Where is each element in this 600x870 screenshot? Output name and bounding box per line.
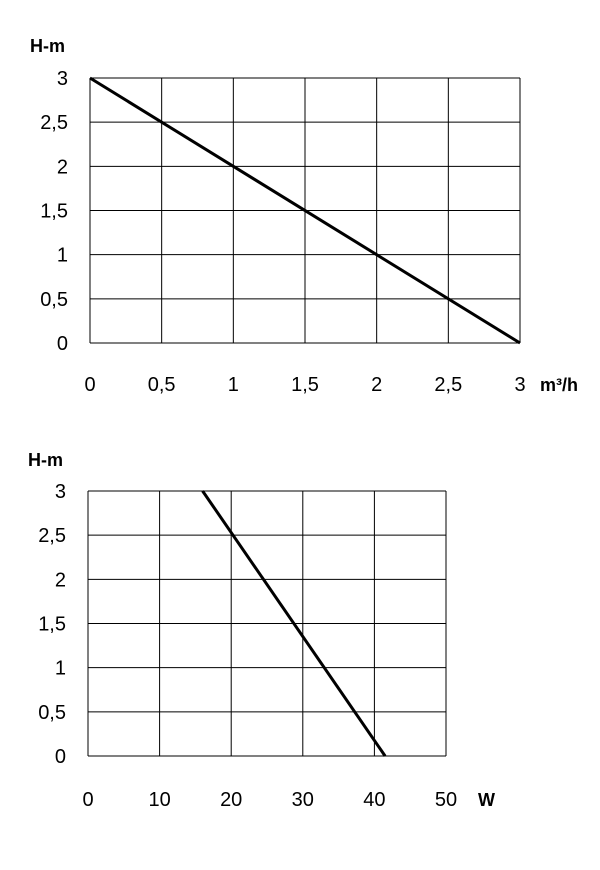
series-line	[89, 76, 521, 345]
x-tick-label: 30	[292, 789, 314, 811]
x-tick-label: 20	[220, 789, 242, 811]
x-tick-label: 0,5	[148, 374, 176, 396]
x-axis-label: m³/h	[540, 375, 578, 395]
grid	[89, 77, 521, 344]
x-tick-label: 3	[514, 374, 525, 396]
x-tick-label: 0	[82, 789, 93, 811]
y-tick-label: 2,5	[40, 112, 68, 134]
x-tick-label: 2	[371, 374, 382, 396]
x-tick-label: 10	[148, 789, 170, 811]
x-tick-label: 2,5	[434, 374, 462, 396]
x-tick-label: 0	[84, 374, 95, 396]
head-vs-flow-chart: 0 0,5 1 1,5 2 2,5 3 0 0,5 1 1,5 2 2,5 3 H-m m³/h	[30, 36, 578, 396]
y-axis-label: H-m	[30, 36, 65, 56]
x-tick-label: 1	[228, 374, 239, 396]
x-tick-label: 40	[363, 789, 385, 811]
y-axis-label: H-m	[28, 450, 63, 470]
y-tick-label: 0,5	[38, 702, 66, 724]
y-tick-label: 2	[55, 569, 66, 591]
x-tick-label: 1,5	[291, 374, 319, 396]
y-tick-label: 0	[57, 333, 68, 355]
y-tick-label: 3	[55, 481, 66, 503]
y-tick-label: 1	[55, 658, 66, 680]
grid	[87, 490, 447, 757]
series-line	[201, 490, 387, 757]
y-tick-label: 1	[57, 245, 68, 267]
y-tick-label: 1,5	[38, 614, 66, 636]
x-tick-label: 50	[435, 789, 457, 811]
y-tick-label: 2	[57, 156, 68, 178]
y-tick-label: 1,5	[40, 201, 68, 223]
y-tick-label: 2,5	[38, 525, 66, 547]
head-vs-power-chart: 0 10 20 30 40 50 0 0,5 1 1,5 2 2,5 3 H-m W	[28, 450, 495, 811]
x-axis-label: W	[478, 790, 495, 810]
y-tick-label: 3	[57, 68, 68, 90]
y-tick-label: 0,5	[40, 289, 68, 311]
y-tick-label: 0	[55, 746, 66, 768]
